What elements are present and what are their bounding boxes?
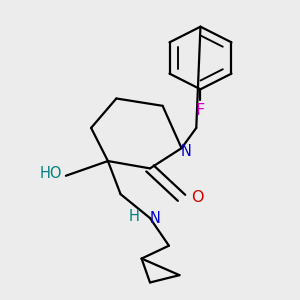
Text: N: N xyxy=(150,211,161,226)
Text: HO: HO xyxy=(40,167,62,182)
Text: O: O xyxy=(191,190,203,205)
Text: F: F xyxy=(196,103,205,118)
Text: N: N xyxy=(180,144,191,159)
Text: H: H xyxy=(129,209,140,224)
